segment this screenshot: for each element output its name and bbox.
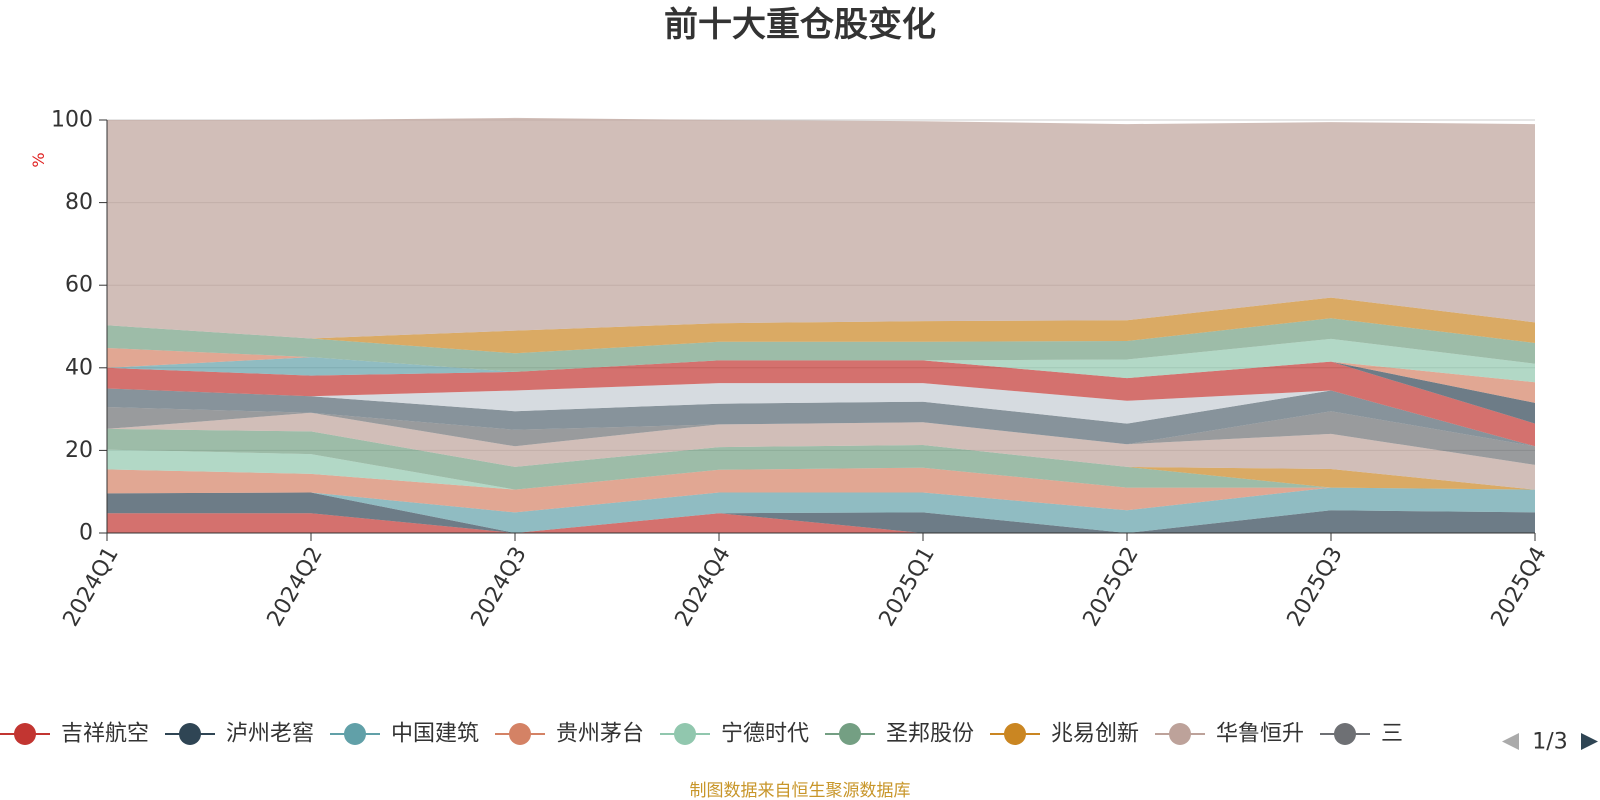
legend-item[interactable]: 华鲁恒升 xyxy=(1155,722,1304,747)
legend-label: 中国建筑 xyxy=(391,722,479,747)
y-tick-label: 20 xyxy=(65,438,93,463)
legend-page-indicator: 1/3 xyxy=(1532,730,1567,755)
legend-marker-icon xyxy=(1334,723,1356,745)
y-tick-label: 80 xyxy=(65,190,93,215)
area-series xyxy=(107,428,1535,490)
x-tick-label: 2024Q2 xyxy=(263,543,328,631)
stacked-areas xyxy=(107,117,1535,533)
data-source-note: 制图数据来自恒生聚源数据库 xyxy=(690,781,911,800)
area-series xyxy=(107,360,1535,447)
legend-item[interactable]: 宁德时代 xyxy=(660,722,809,747)
legend-marker-icon xyxy=(344,723,366,745)
area-series xyxy=(107,407,1535,465)
area-series xyxy=(107,467,1535,513)
x-tick-label: 2025Q2 xyxy=(1079,543,1144,631)
area-series xyxy=(107,357,1535,403)
x-tick-label: 2025Q3 xyxy=(1283,543,1348,631)
legend-item[interactable]: 贵州茅台 xyxy=(495,722,644,747)
y-axis-unit: % xyxy=(29,152,48,167)
legend-item[interactable]: 圣邦股份 xyxy=(825,722,974,747)
y-tick-label: 60 xyxy=(65,273,93,298)
legend-marker-icon xyxy=(179,723,201,745)
area-series xyxy=(107,117,1535,339)
legend-item[interactable]: 泸州老窖 xyxy=(165,722,314,747)
legend-item[interactable]: 三 xyxy=(1320,722,1403,747)
legend-label: 三 xyxy=(1381,722,1403,747)
legend-label: 兆易创新 xyxy=(1051,722,1139,747)
legend-prev-page-icon[interactable] xyxy=(1502,733,1519,750)
legend-marker-icon xyxy=(1169,723,1191,745)
area-series xyxy=(107,449,1535,490)
legend-marker-icon xyxy=(674,723,696,745)
legend-item[interactable]: 中国建筑 xyxy=(330,722,479,747)
legend-marker-icon xyxy=(1004,723,1026,745)
x-tick-label: 2024Q3 xyxy=(467,543,532,631)
area-series xyxy=(107,412,1535,490)
y-tick-label: 100 xyxy=(51,108,93,133)
y-tick-label: 0 xyxy=(79,521,93,546)
y-tick-label: 40 xyxy=(65,355,93,380)
area-series xyxy=(107,297,1535,354)
legend-item[interactable]: 兆易创新 xyxy=(990,722,1139,747)
legend-label: 贵州茅台 xyxy=(556,722,644,747)
x-tick-label: 2024Q1 xyxy=(59,543,124,631)
legend-marker-icon xyxy=(839,723,861,745)
x-tick-label: 2025Q4 xyxy=(1487,543,1552,631)
x-tick-label: 2024Q4 xyxy=(671,543,736,631)
area-series xyxy=(107,338,1535,383)
x-tick-label: 2025Q1 xyxy=(875,543,940,631)
area-series xyxy=(107,383,1535,447)
legend-label: 泸州老窖 xyxy=(226,722,314,747)
area-series xyxy=(107,388,1535,447)
legend-label: 宁德时代 xyxy=(721,722,809,747)
area-series xyxy=(107,513,1535,533)
chart-title: 前十大重仓股变化 xyxy=(664,5,936,45)
legend-marker-icon xyxy=(14,723,36,745)
area-series xyxy=(107,487,1535,533)
legend: 吉祥航空 泸州老窖 中国建筑 贵州茅台 宁德时代 圣邦股份 兆易创新 华鲁恒升 三 xyxy=(0,722,1403,747)
legend-next-page-icon[interactable] xyxy=(1581,733,1598,750)
legend-item[interactable]: 吉祥航空 xyxy=(0,722,149,747)
area-series xyxy=(107,428,1535,490)
legend-marker-icon xyxy=(509,723,531,745)
legend-label: 吉祥航空 xyxy=(61,722,149,747)
legend-label: 华鲁恒升 xyxy=(1216,722,1304,747)
legend-label: 圣邦股份 xyxy=(886,722,974,747)
area-series xyxy=(107,318,1535,372)
